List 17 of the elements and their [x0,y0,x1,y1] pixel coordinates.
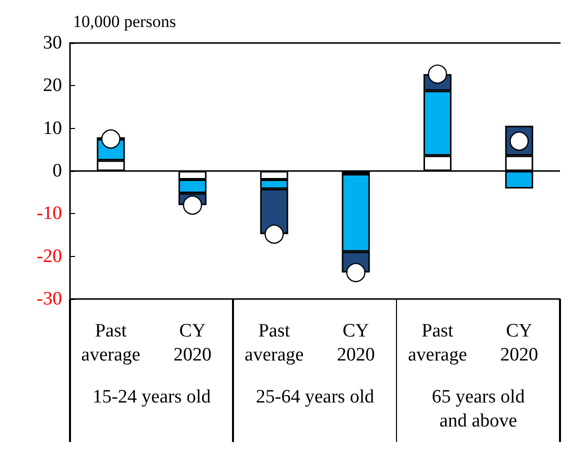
y-tick-label: -10 [36,203,62,224]
y-tick-label: -30 [36,288,62,310]
x-tick-label: Past average [244,320,304,366]
text: 25-64 years old [256,386,375,408]
text: 65 years old and above [432,386,526,432]
x-tick-label: Past average [408,320,468,366]
y-tick-label: 20 [43,75,62,96]
text: 15-24 years old [92,386,212,408]
x-tick-label: CY 2020 [174,320,212,366]
y-tick-label: -20 [36,246,62,267]
x-tick-label: CY 2020 [500,320,538,366]
y-tick-label: 0 [52,160,62,182]
x-tick-label: Past average [81,320,140,366]
y-axis-title: 10,000 persons [73,12,176,31]
x-tick-label: CY 2020 [336,320,375,366]
y-tick-label: 30 [43,32,62,54]
y-tick-label: 10 [43,118,62,139]
